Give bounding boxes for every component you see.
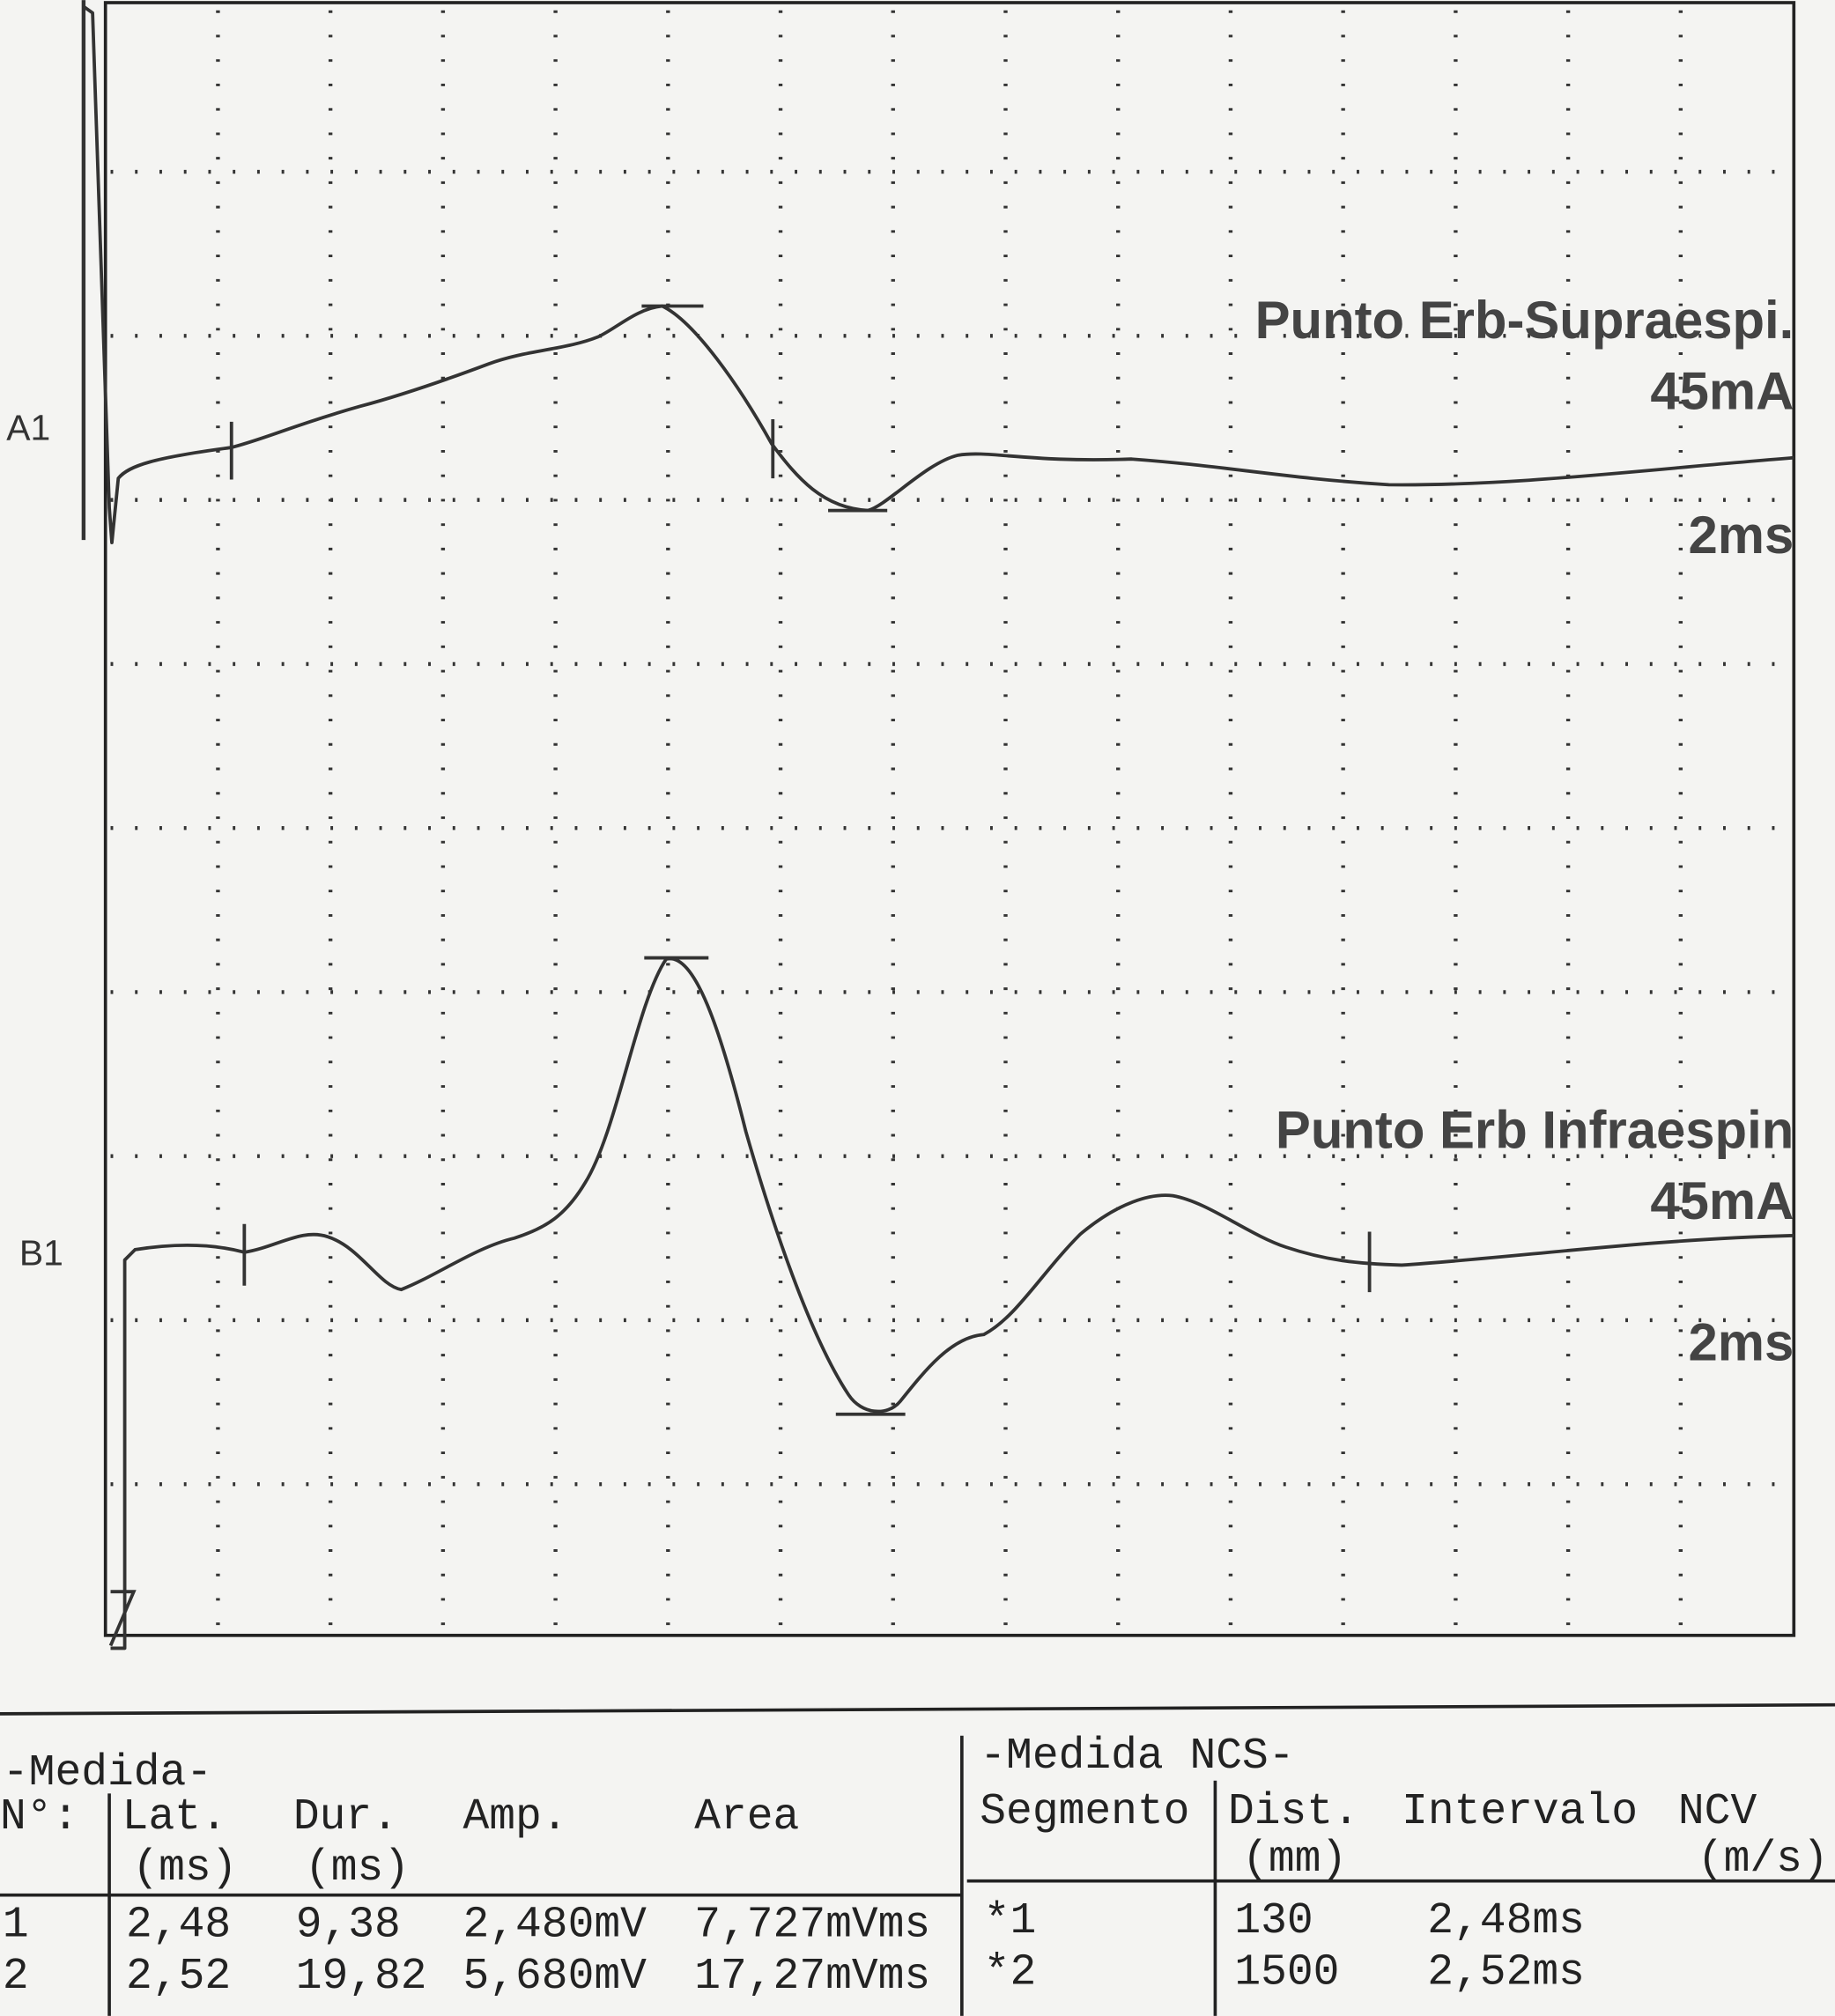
cell: 1500 (1234, 1947, 1339, 1997)
cell: 2,52ms (1427, 1947, 1585, 1997)
table-title: -Medida NCS- (980, 1732, 1294, 1781)
cell: *2 (984, 1947, 1037, 1997)
cell: 1 (3, 1900, 29, 1949)
header: NCV (1678, 1787, 1757, 1836)
rows: 1 2,48 9,38 2,480mV 7,727mVms 2 2,52 19,82 5,680… (3, 1900, 930, 2000)
channel-label: A1 (6, 407, 50, 447)
cell: 2,48 (126, 1900, 231, 1949)
unit: (ms) (132, 1843, 237, 1893)
cell: 7,727mVms (694, 1900, 930, 1949)
cell: 2 (3, 1952, 29, 2001)
table-title: -Medida- (3, 1748, 212, 1798)
cell: *1 (984, 1896, 1037, 1946)
header: Dist. (1228, 1787, 1359, 1836)
cell: 9,38 (296, 1900, 401, 1949)
cell: 19,82 (296, 1952, 427, 2001)
trace-b1 (110, 956, 1794, 1650)
cell: 17,27mVms (694, 1952, 930, 2001)
site: Punto Erb Infraespin (1276, 1101, 1794, 1160)
plot-frame (103, 1, 1796, 1637)
unit: (mm) (1242, 1835, 1347, 1884)
channel-label: B1 (19, 1232, 63, 1273)
sweep: 2ms (1689, 1312, 1794, 1371)
header: Area (694, 1792, 799, 1842)
site: Punto Erb-Supraespi. (1255, 291, 1794, 350)
unit: (m/s) (1698, 1835, 1829, 1884)
rows: *1 130 2,48ms *2 1500 2,52ms (984, 1896, 1585, 1997)
intensity: 45mA (1650, 361, 1794, 420)
markers-b1 (108, 956, 1372, 1647)
sweep: 2ms (1689, 506, 1794, 565)
header: Intervalo (1402, 1787, 1638, 1836)
unit: (ms) (305, 1843, 410, 1893)
header: Lat. (122, 1792, 227, 1842)
grid (110, 10, 1794, 1633)
markers-a1 (229, 304, 888, 513)
trace-a1 (82, 4, 1794, 544)
cell: 2,48ms (1427, 1896, 1585, 1946)
separator (0, 1702, 1835, 1716)
header: N°: (0, 1792, 78, 1842)
header: Segmento (980, 1787, 1189, 1836)
cell: 130 (1234, 1896, 1313, 1946)
cell: 2,52 (126, 1952, 231, 2001)
intensity: 45mA (1650, 1171, 1794, 1230)
header: Amp. (462, 1792, 567, 1842)
cell: 2,480mV (462, 1900, 647, 1949)
header: Dur. (293, 1792, 398, 1842)
cell: 5,680mV (462, 1952, 647, 2001)
